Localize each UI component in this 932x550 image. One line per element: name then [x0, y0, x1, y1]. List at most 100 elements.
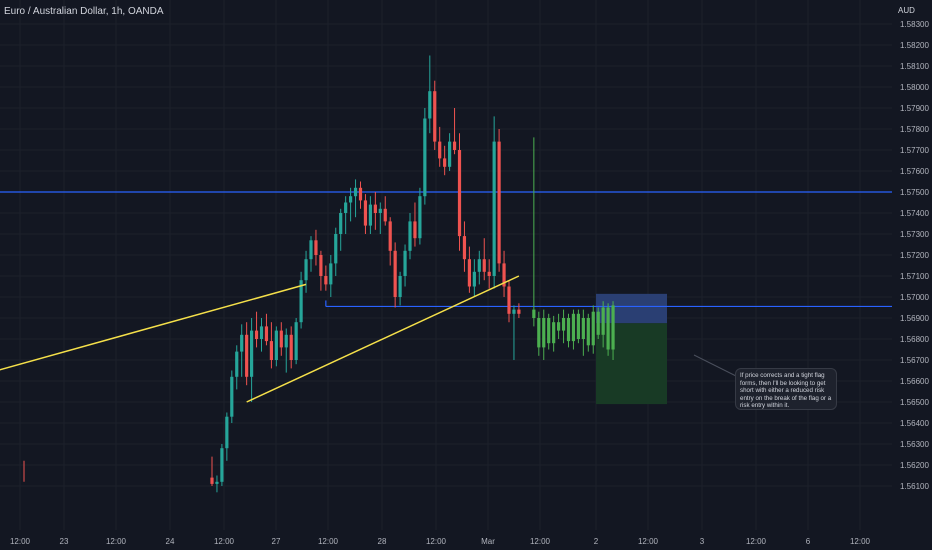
candle [319, 250, 323, 291]
price-tick-label: 1.57400 [900, 209, 929, 218]
candle-body [507, 286, 511, 314]
time-tick-label: 28 [378, 537, 387, 546]
candle [269, 322, 273, 369]
time-tick-label: 2 [594, 537, 599, 546]
candle-body [264, 326, 269, 342]
time-tick-label: 12:00 [214, 537, 235, 546]
candle-body [482, 259, 486, 272]
candle-body [245, 334, 249, 377]
candle [418, 187, 422, 245]
candle [492, 116, 496, 289]
candle-body [309, 240, 313, 260]
candle [210, 456, 214, 486]
price-tick-label: 1.57300 [900, 230, 929, 239]
projected-candle [566, 313, 571, 348]
candle-body [566, 318, 571, 342]
candle-body [433, 91, 437, 142]
candle-body [413, 221, 417, 239]
candle-body [324, 276, 328, 285]
candle-body [408, 221, 412, 251]
candle [304, 250, 308, 293]
time-tick-label: 3 [700, 537, 705, 546]
candle [448, 133, 452, 171]
candle [259, 318, 264, 352]
candle-body [363, 200, 368, 226]
candle [512, 305, 516, 360]
projected-candle [586, 313, 590, 352]
trade-note-callout[interactable]: If price corrects and a tight flag forms… [735, 368, 837, 410]
candle-body [254, 330, 259, 339]
candle-body [398, 276, 402, 297]
price-tick-label: 1.56200 [900, 461, 929, 470]
candle-body [611, 305, 615, 350]
candle [215, 475, 219, 493]
candle-body [586, 318, 590, 346]
projected-candle [547, 313, 551, 350]
price-tick-label: 1.56600 [900, 377, 929, 386]
price-tick-label: 1.56500 [900, 398, 929, 407]
price-tick-label: 1.57100 [900, 272, 929, 281]
candle [438, 126, 442, 167]
candle-body [230, 376, 234, 417]
projected-candle [596, 307, 600, 339]
candle [245, 322, 249, 386]
projected-candle [576, 309, 580, 344]
candle-body [274, 330, 278, 360]
time-tick-label: 12:00 [638, 537, 659, 546]
time-tick-label: 6 [806, 537, 811, 546]
candle-body [601, 307, 605, 335]
candle-body [289, 334, 293, 360]
candle [477, 250, 481, 285]
candle-body [279, 330, 283, 348]
projected-candle [611, 301, 615, 360]
candle-body [220, 448, 224, 482]
candle-body [304, 259, 308, 281]
candle-body [606, 307, 610, 350]
candle [309, 236, 313, 272]
candle-body [452, 141, 457, 150]
time-axis[interactable]: 12:00 23 12:00 24 12:00 27 12:00 28 12:00 Mar 12:0… [10, 537, 871, 546]
candle-body [314, 240, 318, 255]
candle [403, 244, 407, 287]
projected-candle [606, 303, 610, 356]
candle [502, 250, 506, 297]
candle [423, 108, 427, 205]
candle [284, 328, 288, 373]
candle [220, 444, 224, 486]
candle-body [284, 334, 288, 348]
candle-body [423, 118, 427, 197]
candle-body [497, 141, 501, 264]
candle-body [457, 150, 462, 237]
candle [507, 280, 511, 323]
candle [413, 202, 417, 247]
candle-body [383, 208, 387, 222]
candle-body [542, 318, 546, 348]
candle-body [344, 202, 348, 213]
candle [462, 221, 467, 272]
candle [254, 311, 259, 348]
price-tick-label: 1.58000 [900, 83, 929, 92]
candle [314, 229, 318, 266]
price-tick-label: 1.56300 [900, 440, 929, 449]
candle [274, 326, 278, 367]
candle-body [418, 196, 422, 239]
price-tick-label: 1.57900 [900, 104, 929, 113]
candle-body [581, 318, 585, 339]
candle [487, 259, 491, 289]
projected-candle [552, 315, 556, 352]
candle [452, 108, 457, 155]
candle [250, 318, 254, 402]
candlesticks [23, 55, 521, 493]
price-tick-label: 1.58300 [900, 20, 929, 29]
candle-body [294, 322, 298, 360]
price-axis[interactable]: 1.58300 1.58200 1.58100 1.58000 1.57900 1.578… [900, 20, 929, 491]
candle [457, 133, 462, 251]
candle-body [240, 334, 244, 352]
candle-body [319, 255, 323, 276]
candle-body [552, 322, 556, 344]
time-tick-label: 27 [272, 537, 281, 546]
candle-body [591, 311, 595, 346]
trend-lines [0, 275, 520, 403]
time-tick-label: 12:00 [746, 537, 767, 546]
